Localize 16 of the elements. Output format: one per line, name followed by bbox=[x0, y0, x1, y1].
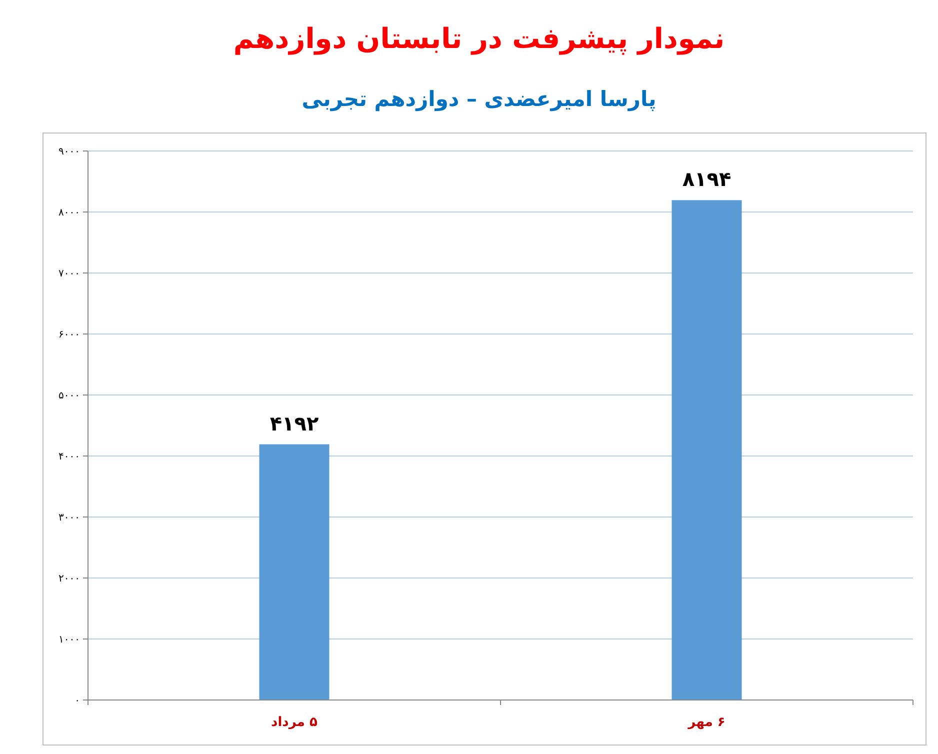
y-tick-label: ۳۰۰۰ bbox=[58, 512, 80, 524]
data-label: ۴۱۹۲ bbox=[270, 411, 319, 436]
y-tick-label: ۰ bbox=[74, 696, 80, 706]
chart-title: نمودار پیشرفت در تابستان دوازدهم bbox=[233, 22, 725, 55]
y-tick-label: ۷۰۰۰ bbox=[58, 268, 80, 280]
y-tick-label: ۲۰۰۰ bbox=[58, 574, 80, 584]
y-tick-label: ۶۰۰۰ bbox=[58, 330, 80, 340]
data-label: ۸۱۹۴ bbox=[682, 167, 732, 192]
y-tick-label: ۱۰۰۰ bbox=[58, 634, 80, 646]
x-tick-label: ۶ مهر bbox=[687, 715, 726, 730]
x-tick-label: ۵ مرداد bbox=[271, 715, 318, 730]
y-tick-label: ۸۰۰۰ bbox=[58, 208, 80, 218]
y-tick-label: ۴۰۰۰ bbox=[58, 452, 80, 462]
y-tick-label: ۹۰۰۰ bbox=[58, 146, 80, 158]
y-tick-label: ۵۰۰۰ bbox=[58, 390, 80, 402]
chart-subtitle: پارسا امیرعضدی – دوازدهم تجربی bbox=[302, 87, 656, 112]
